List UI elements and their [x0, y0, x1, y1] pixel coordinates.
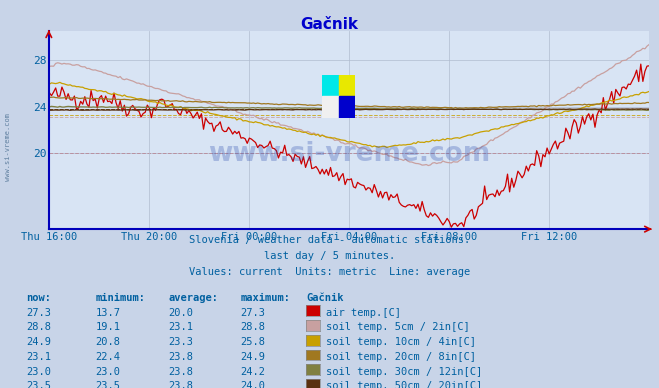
Text: 23.3: 23.3 [168, 337, 193, 347]
Text: 23.8: 23.8 [168, 352, 193, 362]
Text: last day / 5 minutes.: last day / 5 minutes. [264, 251, 395, 261]
Text: 20.0: 20.0 [168, 308, 193, 318]
Text: 23.1: 23.1 [26, 352, 51, 362]
Text: 23.5: 23.5 [96, 381, 121, 388]
Text: 23.1: 23.1 [168, 322, 193, 333]
Text: 23.8: 23.8 [168, 367, 193, 377]
Text: 23.5: 23.5 [26, 381, 51, 388]
Text: www.si-vreme.com: www.si-vreme.com [5, 113, 11, 182]
Text: average:: average: [168, 293, 218, 303]
Text: 20.8: 20.8 [96, 337, 121, 347]
Text: soil temp. 20cm / 8in[C]: soil temp. 20cm / 8in[C] [326, 352, 476, 362]
Text: minimum:: minimum: [96, 293, 146, 303]
Text: maximum:: maximum: [241, 293, 291, 303]
Text: soil temp. 50cm / 20in[C]: soil temp. 50cm / 20in[C] [326, 381, 482, 388]
Text: 24.9: 24.9 [26, 337, 51, 347]
Text: Gačnik: Gačnik [301, 17, 358, 33]
Text: 28.8: 28.8 [26, 322, 51, 333]
Text: now:: now: [26, 293, 51, 303]
Text: Slovenia / weather data - automatic stations.: Slovenia / weather data - automatic stat… [189, 235, 470, 245]
Text: air temp.[C]: air temp.[C] [326, 308, 401, 318]
Text: 23.8: 23.8 [168, 381, 193, 388]
Text: 27.3: 27.3 [241, 308, 266, 318]
Text: soil temp. 5cm / 2in[C]: soil temp. 5cm / 2in[C] [326, 322, 470, 333]
Text: soil temp. 30cm / 12in[C]: soil temp. 30cm / 12in[C] [326, 367, 482, 377]
Text: 22.4: 22.4 [96, 352, 121, 362]
Text: Values: current  Units: metric  Line: average: Values: current Units: metric Line: aver… [189, 267, 470, 277]
Text: 23.0: 23.0 [26, 367, 51, 377]
Text: 24.9: 24.9 [241, 352, 266, 362]
Text: 28.8: 28.8 [241, 322, 266, 333]
Text: 13.7: 13.7 [96, 308, 121, 318]
Text: www.si-vreme.com: www.si-vreme.com [208, 141, 490, 167]
Bar [339, 96, 355, 118]
Bar [339, 74, 355, 96]
Bar [322, 96, 339, 118]
Text: soil temp. 10cm / 4in[C]: soil temp. 10cm / 4in[C] [326, 337, 476, 347]
Text: 25.8: 25.8 [241, 337, 266, 347]
Text: 24.0: 24.0 [241, 381, 266, 388]
Bar [322, 74, 339, 96]
Text: 24.2: 24.2 [241, 367, 266, 377]
Text: Gačnik: Gačnik [306, 293, 344, 303]
Text: 27.3: 27.3 [26, 308, 51, 318]
Text: 19.1: 19.1 [96, 322, 121, 333]
Text: 23.0: 23.0 [96, 367, 121, 377]
